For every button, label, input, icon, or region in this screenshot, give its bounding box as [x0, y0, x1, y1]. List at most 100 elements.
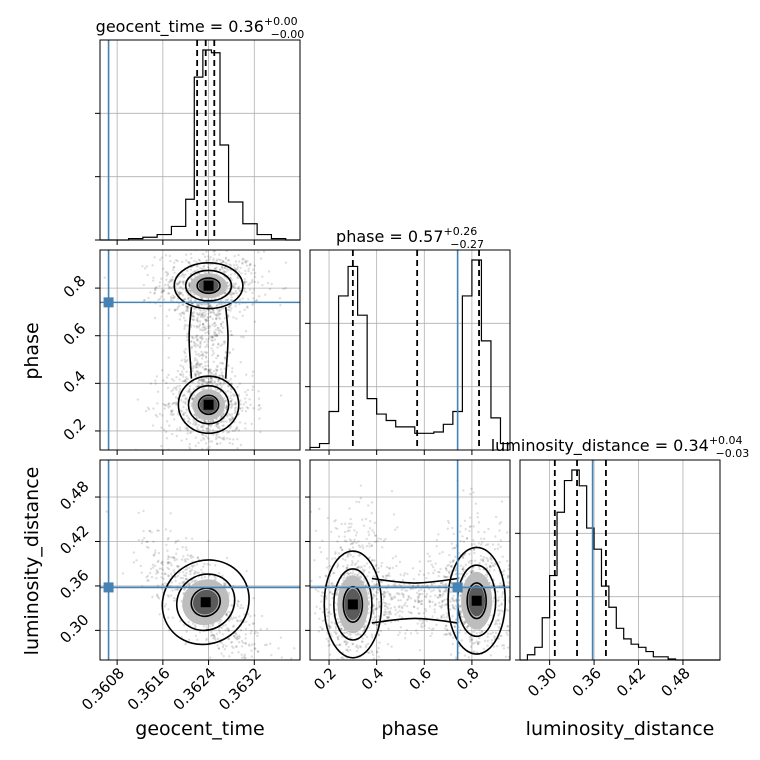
sample-point: [184, 578, 188, 581]
sample-point: [222, 624, 225, 627]
sample-point: [205, 351, 209, 354]
sample-point: [157, 597, 161, 600]
sample-point: [450, 597, 453, 600]
hist-panel-geocent_time: [95, 39, 301, 241]
sample-point: [262, 250, 266, 253]
sample-point: [446, 576, 449, 579]
sample-point: [158, 281, 162, 284]
sample-point: [370, 633, 374, 637]
sample-point: [340, 522, 343, 526]
sample-point: [452, 607, 456, 610]
sample-point: [453, 625, 457, 628]
sample-point: [190, 402, 193, 405]
sample-point: [388, 610, 392, 613]
sample-point: [196, 556, 200, 559]
sample-point: [243, 259, 247, 262]
sample-point: [338, 643, 342, 647]
sample-point: [172, 555, 175, 559]
sample-point: [184, 253, 188, 256]
sample-point: [305, 602, 307, 604]
sample-point: [499, 545, 502, 549]
sample-point: [332, 572, 335, 575]
sample-point: [512, 577, 514, 579]
sample-point: [472, 630, 476, 634]
sample-point: [161, 583, 165, 586]
sample-point: [214, 373, 217, 376]
sample-point: [153, 316, 157, 320]
sample-point: [469, 525, 472, 528]
sample-point: [346, 650, 350, 653]
sample-point: [192, 270, 195, 274]
sample-point: [222, 436, 226, 439]
sample-point: [244, 261, 248, 264]
sample-point: [161, 288, 164, 291]
sample-point: [394, 555, 398, 558]
sample-point: [214, 324, 218, 327]
sample-point: [231, 403, 234, 406]
sample-point: [216, 327, 219, 330]
sample-point: [362, 524, 366, 527]
sample-point: [252, 288, 256, 291]
sample-point: [190, 404, 193, 408]
sample-point: [341, 635, 344, 639]
sample-point: [210, 633, 213, 636]
sample-point: [486, 644, 489, 648]
sample-point: [360, 565, 363, 569]
sample-point: [207, 371, 210, 375]
sample-point: [236, 602, 239, 606]
sample-point: [442, 583, 445, 586]
sample-point: [244, 633, 247, 636]
sample-point: [199, 342, 202, 346]
sample-point: [220, 415, 223, 419]
sample-point: [223, 356, 227, 359]
sample-point: [146, 579, 149, 582]
sample-point: [203, 255, 207, 258]
sample-point: [400, 588, 403, 592]
sample-point: [338, 643, 342, 646]
sample-point: [488, 581, 492, 585]
sample-point: [313, 612, 317, 615]
sample-point: [440, 616, 443, 619]
sample-point: [149, 291, 152, 294]
sample-point: [339, 546, 342, 549]
sample-point: [217, 303, 221, 306]
sample-point: [215, 334, 218, 337]
sample-point: [501, 592, 504, 595]
sample-point: [467, 656, 471, 659]
sample-point: [192, 337, 195, 340]
sample-point: [193, 325, 196, 328]
sample-point: [194, 634, 198, 638]
sample-point: [187, 420, 190, 424]
sample-point: [316, 643, 318, 645]
sample-point: [244, 401, 247, 404]
sample-point: [181, 287, 185, 291]
sample-point: [330, 689, 332, 691]
sample-point: [208, 370, 212, 374]
sample-point: [216, 354, 220, 357]
sample-point: [353, 563, 357, 567]
sample-point: [346, 572, 350, 575]
sample-point: [187, 416, 190, 420]
xtick-label: 0.3608: [78, 664, 128, 714]
sample-point: [247, 298, 250, 301]
sample-point: [182, 367, 185, 370]
sample-point: [207, 539, 210, 543]
sample-point: [202, 316, 205, 319]
sample-point: [219, 299, 223, 303]
sample-point: [244, 272, 247, 276]
sample-point: [185, 370, 188, 373]
sample-point: [206, 562, 209, 566]
sample-point: [202, 433, 205, 437]
sample-point: [350, 522, 353, 525]
sample-point: [458, 576, 461, 580]
sample-point: [201, 426, 205, 429]
title-luminosity-distance: luminosity_distance = 0.34+0.04 −0.03: [491, 434, 750, 460]
sample-point: [376, 588, 380, 592]
sample-point: [484, 563, 488, 566]
sample-point: [195, 303, 199, 307]
sample-point: [179, 314, 183, 317]
sample-point: [173, 559, 177, 562]
sample-point: [398, 614, 401, 618]
sample-point: [224, 628, 227, 632]
sample-point: [160, 256, 164, 259]
